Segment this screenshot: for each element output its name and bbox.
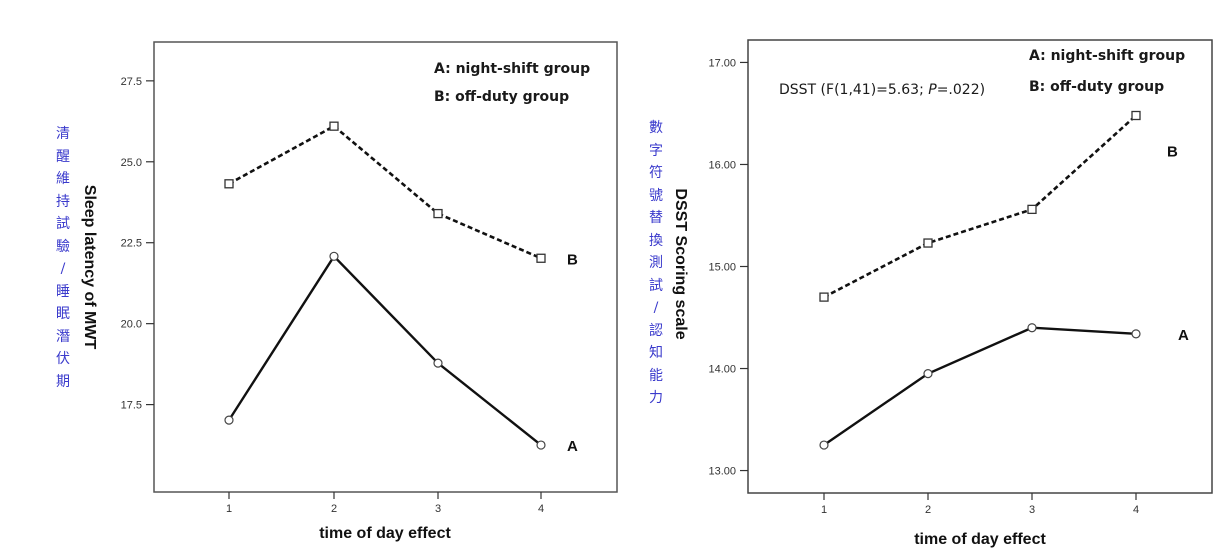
data-point-b [329, 121, 339, 131]
annotation-prefix: DSST (F(1,41)=5.63; [779, 82, 928, 98]
chart1-plot-frame [153, 41, 618, 493]
chart2-y-axis-title: DSST Scoring scale [672, 188, 689, 339]
x-tick-label: 4 [1133, 504, 1139, 516]
data-point-b [1131, 110, 1141, 121]
chart1-legend-a: A: night-shift group [434, 61, 590, 77]
chart1-x-axis: 1 2 3 4 [226, 492, 544, 515]
x-tick-label: 1 [821, 504, 827, 516]
data-point-b [1027, 204, 1037, 215]
data-point-a [224, 415, 234, 425]
x-tick-label: 2 [925, 504, 931, 516]
chart1-legend-b: B: off-duty group [434, 89, 569, 105]
series-line-b [823, 114, 1137, 299]
chart2-stat-annotation: DSST (F(1,41)=5.63; P=.022) [779, 82, 985, 98]
y-tick-label: 25.0 [121, 157, 142, 169]
x-tick-label: 3 [435, 503, 441, 515]
data-point-b [433, 208, 443, 219]
series-line-b [228, 124, 542, 260]
chart1-y-axis-title: Sleep latency of MWT [81, 185, 98, 350]
chart2-y-axis: 13.00 14.00 15.00 16.00 17.00 [708, 57, 748, 478]
annotation-p: P [928, 82, 937, 98]
series-line-a [823, 326, 1137, 447]
chart1-ylabel-chinese: 清醒維持試驗 / 睡眠潛伏期 [56, 126, 70, 390]
data-point-b [536, 253, 546, 263]
x-tick-label: 2 [331, 503, 337, 515]
y-tick-label: 17.5 [121, 400, 142, 412]
data-point-a [1131, 329, 1141, 339]
chart2-legend-b: B: off-duty group [1029, 79, 1164, 95]
chart2-plot-frame [747, 39, 1213, 494]
y-tick-label: 20.0 [121, 319, 142, 331]
y-tick-label: 16.00 [708, 159, 736, 171]
data-point-a [1027, 323, 1037, 333]
y-tick-label: 13.00 [708, 466, 736, 478]
chart1-series: AB [224, 121, 578, 455]
y-tick-label: 22.5 [121, 238, 142, 250]
series-label-a: A [1178, 327, 1189, 344]
chart1-x-axis-title: time of day effect [319, 525, 451, 542]
x-tick-label: 1 [226, 503, 232, 515]
chart2-x-axis: 1 2 3 4 [821, 493, 1139, 516]
y-tick-label: 14.00 [708, 364, 736, 376]
chart2-series: AB [819, 110, 1189, 450]
data-point-a [329, 251, 339, 261]
data-point-a [536, 440, 546, 450]
data-point-a [923, 369, 933, 379]
series-label-a: A [567, 438, 578, 455]
y-tick-label: 15.00 [708, 262, 736, 274]
data-point-a [433, 358, 443, 368]
chart1-y-axis: 17.5 20.0 22.5 25.0 27.5 [121, 76, 154, 412]
data-point-b [923, 238, 933, 248]
y-tick-label: 27.5 [121, 76, 142, 88]
series-label-b: B [1167, 144, 1178, 161]
annotation-suffix: =.022) [937, 82, 985, 98]
data-point-b [224, 179, 234, 189]
data-point-a [819, 440, 829, 450]
x-tick-label: 4 [538, 503, 544, 515]
chart2-ylabel-chinese: 數字符號替換測試 / 認知能力 [649, 120, 663, 406]
series-line-a [227, 254, 542, 446]
x-tick-label: 3 [1029, 504, 1035, 516]
data-point-b [819, 292, 829, 302]
chart2-legend-a: A: night-shift group [1029, 48, 1185, 64]
series-label-b: B [567, 251, 578, 268]
y-tick-label: 17.00 [708, 57, 736, 69]
chart2-x-axis-title: time of day effect [914, 531, 1046, 548]
